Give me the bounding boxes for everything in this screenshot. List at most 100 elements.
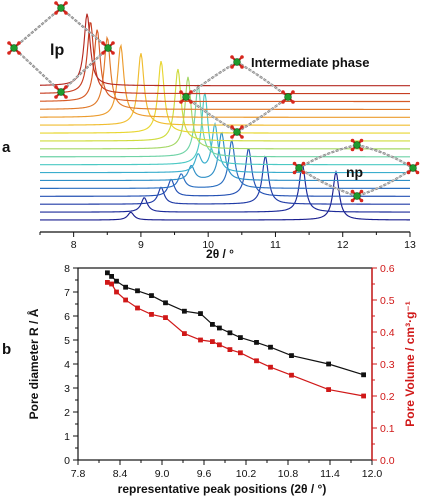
x-tick-label-a: 13: [404, 239, 416, 251]
xrd-trace-9: [40, 84, 410, 158]
y-tick-label-right: 0.0: [380, 455, 395, 467]
y-tick-label-left: 1: [64, 431, 70, 443]
pore-diameter-point: [326, 361, 331, 367]
pore-diameter-point: [361, 372, 366, 378]
xrd-trace-14: [40, 43, 410, 118]
pore-volume-line: [107, 281, 364, 397]
pore-diameter-point: [210, 322, 215, 327]
x-tick-label-b: 10.2: [236, 468, 257, 480]
pore-volume-point: [182, 331, 187, 336]
pore-diameter-point: [198, 311, 203, 316]
xrd-trace-18: [39, 13, 410, 87]
x-axis-a-title: 2θ / °: [206, 247, 234, 261]
x-tick-label-a: 12: [337, 239, 349, 251]
y-tick-label-right: 0.5: [380, 295, 395, 307]
y-axis-left-title: Pore diameter R / Å: [26, 308, 41, 419]
pore-diameter-point: [163, 300, 168, 306]
x-tick-label-a: 9: [138, 239, 144, 251]
pore-diameter-point: [109, 274, 114, 279]
y-tick-label-right: 0.6: [380, 263, 395, 275]
pore-volume-point: [135, 305, 140, 311]
pore-diameter-point: [135, 288, 140, 294]
pore-volume-point: [289, 372, 294, 378]
x-tick-label-a: 11: [270, 239, 281, 251]
y-tick-label-left: 8: [64, 263, 70, 275]
pore-volume-point: [217, 342, 222, 348]
xrd-trace-5: [40, 139, 410, 189]
pore-diameter-point: [289, 353, 294, 358]
y-tick-label-left: 6: [64, 311, 70, 323]
pore-diameter-point: [268, 344, 273, 350]
annotation-np: np: [346, 164, 363, 180]
xrd-panel: lp Intermediate phase np 8 9 10 11 12 13 2θ /…: [7, 1, 420, 261]
x-axis-a: 8 9 10 11 12 13: [39, 231, 416, 251]
pore-volume-point: [227, 347, 233, 352]
annotation-lp: lp: [50, 42, 64, 59]
x-tick-label-a: 8: [71, 239, 77, 251]
x-tick-label-b: 7.8: [71, 468, 86, 480]
pore-diameter-point: [114, 278, 119, 284]
framework-schematics: [7, 1, 420, 203]
pore-series: [105, 270, 366, 399]
xrd-trace-1: [40, 170, 410, 221]
pore-diameter-point: [217, 325, 222, 331]
x-axis-b-title: representative peak positions (2θ / °): [118, 482, 327, 496]
x-tick-label-b: 10.8: [278, 468, 299, 480]
pore-volume-point: [163, 315, 168, 320]
pore-volume-point: [109, 281, 114, 287]
pore-diameter-line: [107, 272, 364, 376]
pore-diameter-point: [238, 335, 243, 340]
y-tick-label-left: 3: [64, 383, 70, 395]
pore-volume-point: [238, 350, 243, 356]
panel-b-label: b: [2, 341, 11, 358]
pore-diameter-point: [254, 340, 259, 345]
xrd-trace-3: [40, 155, 410, 205]
y-tick-label-right: 0.3: [380, 359, 395, 371]
pore-diameter-point: [149, 293, 154, 298]
x-tick-label-b: 12.0: [362, 468, 383, 480]
pore-volume-point: [149, 312, 154, 317]
y-tick-label-left: 0: [64, 455, 70, 467]
pore-volume-point: [105, 280, 110, 285]
xrd-trace-15: [40, 35, 410, 110]
xrd-trace-8: [40, 92, 410, 166]
x-tick-label-b: 8.4: [113, 468, 128, 480]
y-tick-label-right: 0.2: [380, 391, 395, 403]
pore-volume-point: [254, 358, 259, 364]
xrd-trace-2: [40, 163, 410, 213]
xrd-trace-10: [39, 76, 410, 150]
x-tick-label-a: 10: [202, 239, 214, 251]
pore-volume-point: [114, 289, 119, 295]
y-axis-right-title: Pore Volume / cm³·g⁻¹: [403, 301, 417, 426]
pore-volume-point: [210, 339, 215, 344]
y-tick-label-left: 2: [64, 407, 70, 419]
axes-b: 7.8 8.4 9.0 9.6 10.2 10.8 11.4 12.0 0 1 2 3 4 5 6 7 8 0.0…: [64, 263, 395, 480]
pore-volume-point: [268, 364, 273, 370]
xrd-trace-17: [39, 21, 410, 95]
pore-diameter-point: [227, 330, 233, 336]
pore-volume-point: [198, 337, 203, 343]
xrd-trace-16: [39, 29, 410, 103]
pore-volume-point: [123, 297, 128, 303]
x-tick-label-b: 11.4: [320, 468, 340, 480]
x-tick-label-b: 9.0: [155, 468, 170, 480]
xrd-trace-6: [40, 131, 410, 182]
pore-panel: 7.8 8.4 9.0 9.6 10.2 10.8 11.4 12.0 0 1 2 3 4 5 6 7 8 0.0…: [26, 263, 417, 496]
y-tick-label-right: 0.4: [380, 327, 395, 339]
pore-diameter-point: [182, 308, 187, 314]
y-tick-label-left: 5: [64, 335, 70, 347]
pore-diameter-point: [105, 270, 110, 276]
xrd-trace-11: [40, 68, 410, 142]
xrd-trace-4: [40, 148, 410, 197]
x-tick-label-b: 9.6: [197, 468, 212, 480]
annotation-intermediate-phase: Intermediate phase: [251, 55, 370, 70]
y-tick-label-right: 0.1: [380, 423, 395, 435]
y-tick-label-left: 7: [64, 287, 70, 299]
pore-volume-point: [361, 393, 366, 399]
pore-diameter-point: [123, 284, 128, 290]
y-tick-label-left: 4: [64, 359, 70, 371]
xrd-traces: [39, 13, 410, 221]
panel-a-label: a: [2, 139, 11, 156]
pore-volume-point: [326, 387, 331, 392]
